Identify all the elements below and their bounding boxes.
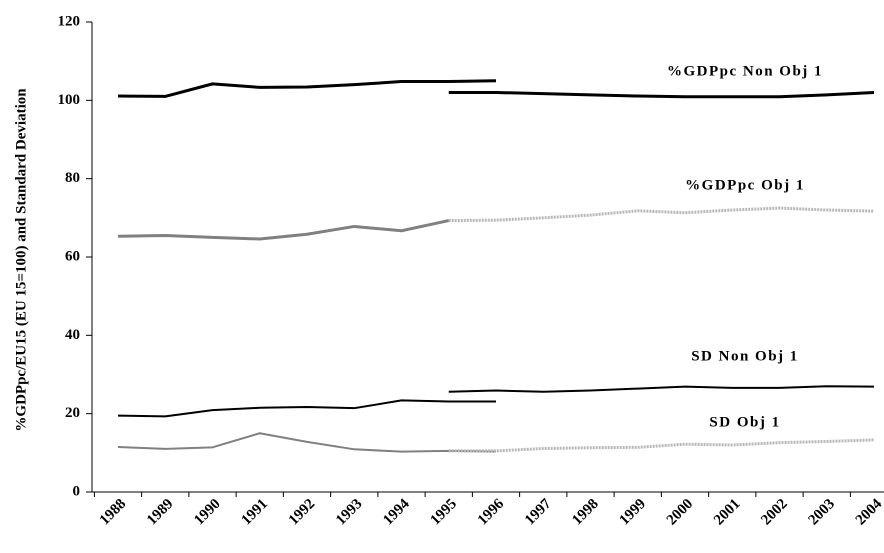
y-tick-label: 40 [65,327,80,343]
series-label: %GDPpc Obj 1 [685,177,805,193]
x-tick-label: 1995 [427,496,460,529]
x-tick-label: 2002 [758,496,791,529]
y-tick-label: 20 [65,405,80,421]
x-tick-label: 1990 [191,496,224,529]
y-tick-label: 100 [58,92,81,108]
series-line [117,79,497,98]
x-tick-label: 1994 [380,496,413,529]
series-line [448,385,875,393]
x-tick-label: 1991 [238,496,271,529]
x-tick-label: 2003 [805,496,838,529]
series-label: SD Obj 1 [709,414,780,430]
y-tick-label: 80 [65,170,80,186]
series-line [448,91,875,99]
x-tick-label: 2001 [711,496,744,529]
series-line [117,219,450,241]
series-label: SD Non Obj 1 [691,348,799,364]
y-axis-title: %GDPpc/EU15 (EU 15=100) and Standard Dev… [13,88,29,432]
x-tick-label: 1997 [522,496,555,529]
x-tick-label: 1989 [144,496,177,529]
series-label: %GDPpc Non Obj 1 [667,63,823,79]
x-tick-label: 1999 [616,496,649,529]
series-line [448,438,875,453]
series-line [117,399,496,418]
x-tick-label: 2000 [664,496,697,529]
series-line [117,432,497,453]
x-tick-label: 1998 [569,496,602,529]
y-tick-label: 120 [58,13,81,29]
x-tick-label: 1993 [333,496,366,529]
x-tick-label: 1992 [286,496,319,529]
y-tick-label: 0 [73,483,81,499]
x-tick-label: 1988 [97,496,130,529]
x-tick-label: 2004 [853,496,884,529]
y-tick-label: 60 [65,248,80,264]
x-tick-label: 1996 [475,496,508,529]
series-line [448,206,875,223]
